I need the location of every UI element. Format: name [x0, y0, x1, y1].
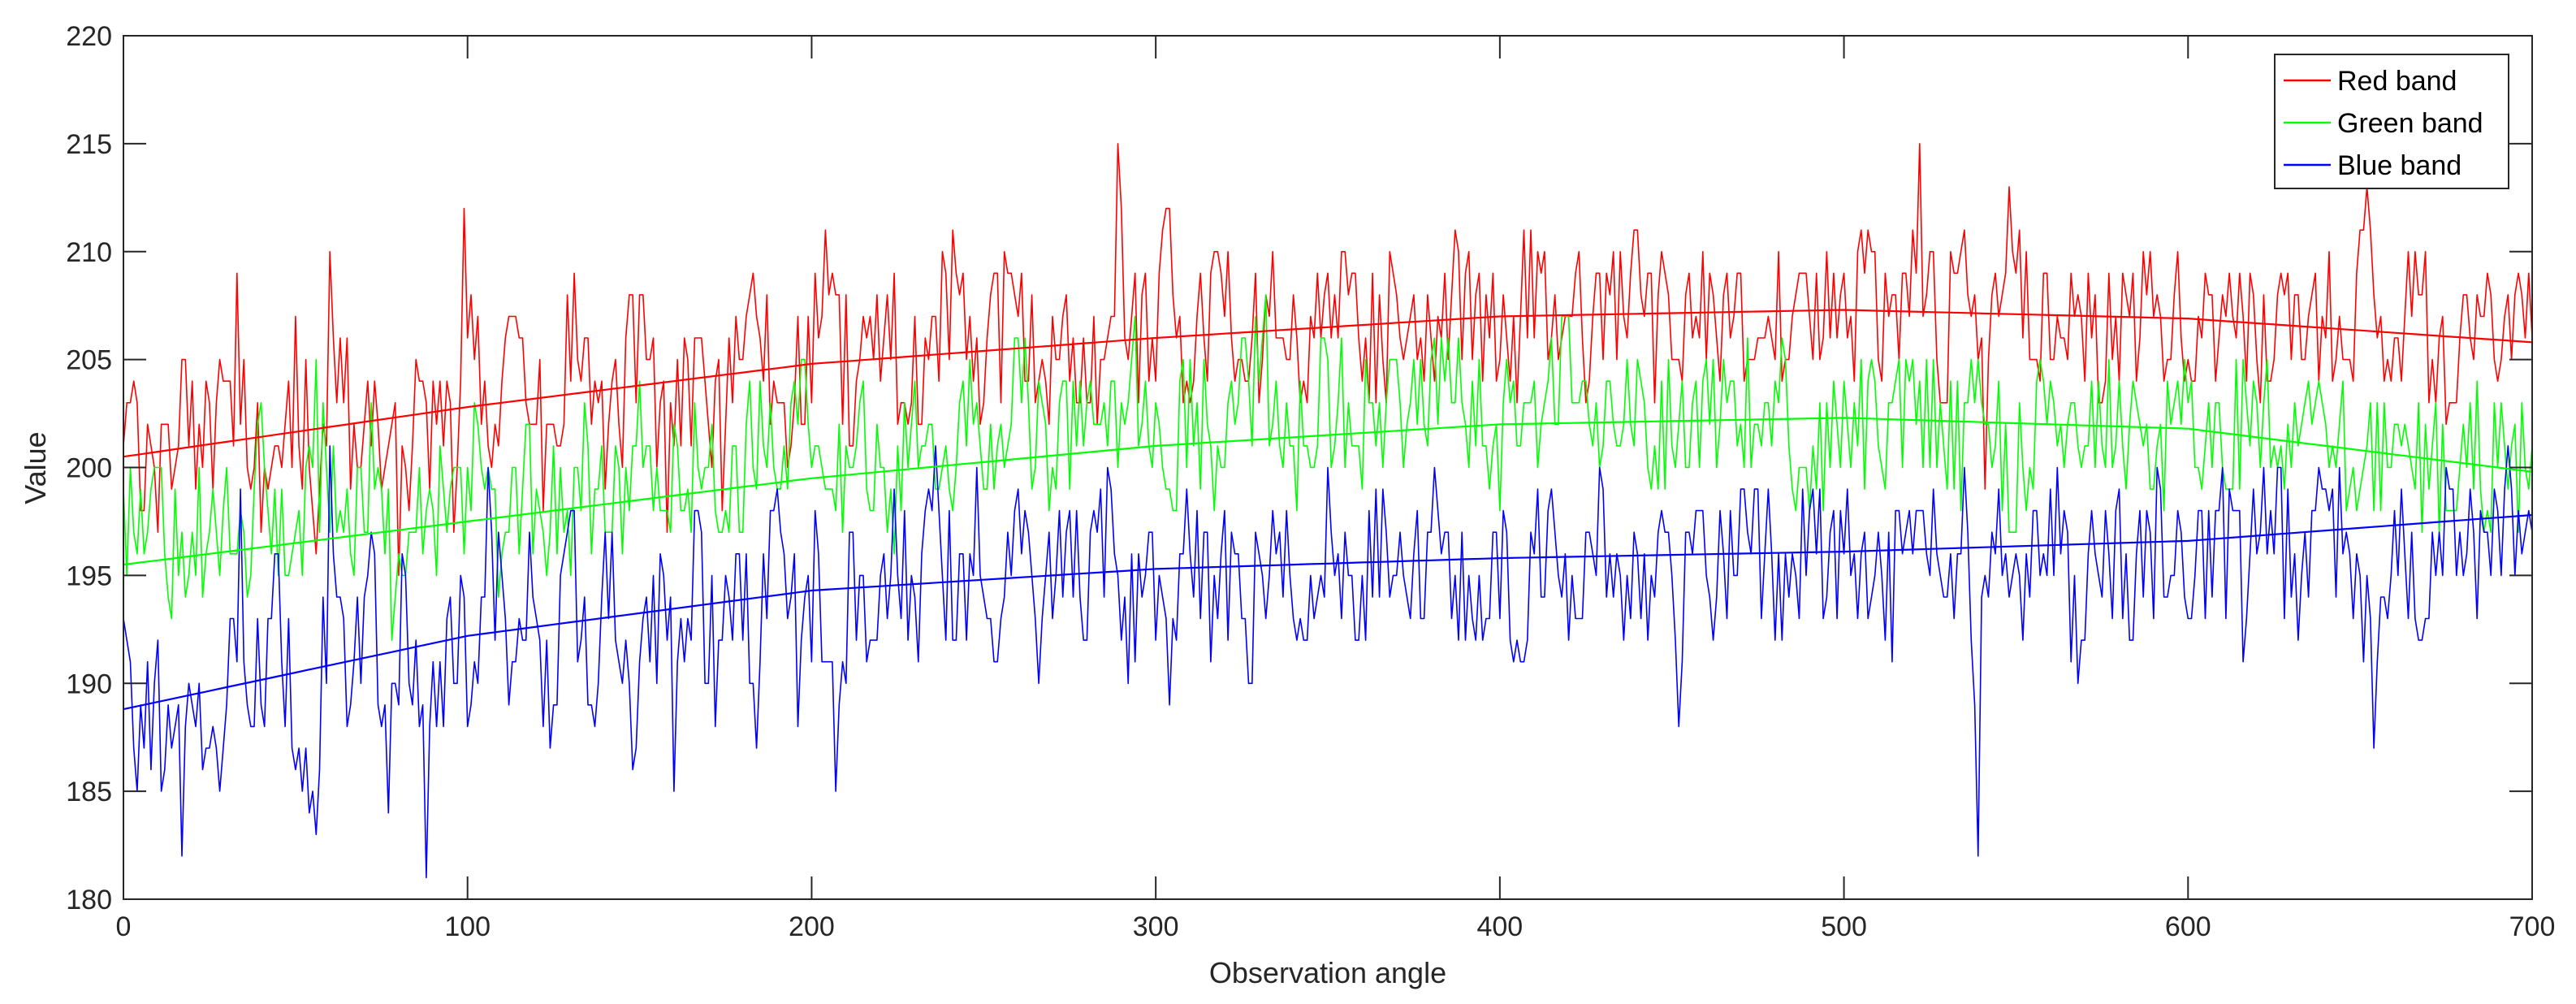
x-tick-label: 400: [1476, 911, 1523, 942]
trend-line-1: [123, 309, 2533, 458]
trend-line-2: [123, 417, 2533, 566]
x-tick-label: 200: [789, 911, 835, 942]
x-axis-title: Observation angle: [1209, 956, 1446, 989]
plot-area: [123, 143, 2533, 879]
series-line-2: [123, 294, 2533, 641]
series-line-3: [123, 445, 2533, 879]
legend-box: [2274, 54, 2509, 189]
y-tick-label: 215: [66, 129, 112, 160]
x-tick-label: 600: [2165, 911, 2211, 942]
series-line-1: [123, 143, 2533, 577]
y-tick-label: 180: [66, 885, 112, 915]
y-axis-title: Value: [19, 431, 52, 504]
y-axis-ticks: 180 185 190 195 200 205 210 215 220: [66, 21, 2532, 915]
trend-line-3: [123, 513, 2533, 711]
y-tick-label: 190: [66, 669, 112, 699]
legend-label: Green band: [2337, 108, 2483, 139]
x-tick-label: 700: [2509, 911, 2556, 942]
x-axis-ticks: 0 100 200 300 400 500 600 700: [116, 36, 2556, 942]
y-tick-label: 220: [66, 21, 112, 52]
x-tick-label: 100: [444, 911, 491, 942]
legend-label: Red band: [2337, 66, 2457, 97]
y-tick-label: 210: [66, 237, 112, 268]
x-tick-label: 500: [1821, 911, 1867, 942]
y-tick-label: 185: [66, 777, 112, 807]
y-tick-label: 195: [66, 560, 112, 591]
y-tick-label: 200: [66, 453, 112, 484]
legend: Red band Green band Blue band: [2274, 54, 2509, 189]
x-tick-label: 300: [1133, 911, 1179, 942]
y-tick-label: 205: [66, 345, 112, 376]
legend-label: Blue band: [2337, 150, 2461, 181]
x-tick-label: 0: [116, 911, 132, 942]
